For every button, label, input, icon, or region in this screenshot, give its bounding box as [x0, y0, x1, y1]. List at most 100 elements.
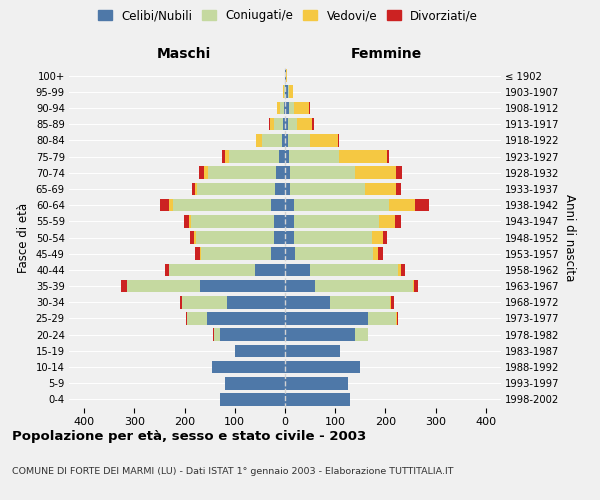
Text: COMUNE DI FORTE DEI MARMI (LU) - Dati ISTAT 1° gennaio 2003 - Elaborazione TUTTI: COMUNE DI FORTE DEI MARMI (LU) - Dati IS… [12, 468, 454, 476]
Bar [127, 280, 200, 292]
Y-axis label: Anni di nascita: Anni di nascita [563, 194, 577, 281]
Bar [290, 182, 365, 195]
Bar [169, 199, 173, 211]
Bar [287, 118, 296, 130]
Bar [401, 264, 404, 276]
Bar [285, 377, 348, 390]
Bar [294, 231, 372, 244]
Bar [395, 312, 397, 325]
Bar [395, 182, 401, 195]
Bar [365, 182, 395, 195]
Bar [121, 280, 127, 292]
Bar [285, 312, 368, 325]
Bar [285, 393, 350, 406]
Bar [397, 312, 398, 325]
Bar [395, 166, 401, 179]
Bar [285, 248, 295, 260]
Bar [415, 199, 428, 211]
Bar [256, 134, 262, 146]
Bar [204, 166, 208, 179]
Bar [184, 215, 188, 228]
Bar [373, 248, 378, 260]
Bar [187, 312, 207, 325]
Bar [271, 248, 285, 260]
Text: Popolazione per età, sesso e stato civile - 2003: Popolazione per età, sesso e stato civil… [12, 430, 366, 443]
Bar [285, 296, 330, 308]
Bar [222, 150, 225, 163]
Bar [192, 182, 194, 195]
Bar [191, 215, 274, 228]
Bar [200, 280, 285, 292]
Bar [188, 215, 191, 228]
Bar [289, 150, 339, 163]
Text: Femmine: Femmine [351, 47, 422, 61]
Bar [225, 150, 229, 163]
Bar [194, 182, 197, 195]
Bar [285, 360, 361, 374]
Bar [220, 393, 285, 406]
Bar [208, 166, 276, 179]
Bar [310, 134, 338, 146]
Bar [285, 280, 315, 292]
Bar [194, 231, 196, 244]
Bar [186, 312, 187, 325]
Bar [274, 118, 283, 130]
Text: Maschi: Maschi [157, 47, 211, 61]
Bar [274, 215, 285, 228]
Bar [285, 70, 286, 82]
Bar [296, 118, 311, 130]
Bar [212, 360, 285, 374]
Bar [214, 328, 220, 341]
Bar [286, 70, 287, 82]
Bar [285, 344, 340, 357]
Bar [280, 102, 284, 114]
Bar [169, 264, 255, 276]
Bar [355, 166, 395, 179]
Bar [368, 312, 395, 325]
Bar [227, 296, 285, 308]
Bar [207, 312, 285, 325]
Bar [294, 102, 309, 114]
Bar [285, 102, 289, 114]
Bar [379, 215, 395, 228]
Bar [378, 248, 383, 260]
Bar [289, 86, 293, 98]
Bar [285, 199, 294, 211]
Bar [197, 182, 275, 195]
Bar [262, 134, 283, 146]
Bar [287, 134, 310, 146]
Bar [413, 280, 414, 292]
Bar [310, 264, 398, 276]
Bar [182, 296, 227, 308]
Bar [285, 264, 310, 276]
Bar [372, 231, 383, 244]
Bar [387, 150, 389, 163]
Bar [194, 248, 200, 260]
Bar [330, 296, 391, 308]
Bar [271, 199, 285, 211]
Bar [285, 328, 355, 341]
Bar [199, 166, 204, 179]
Bar [277, 102, 280, 114]
Bar [285, 118, 287, 130]
Bar [339, 150, 387, 163]
Bar [160, 199, 169, 211]
Bar [274, 231, 285, 244]
Bar [275, 182, 285, 195]
Bar [225, 377, 285, 390]
Bar [271, 118, 274, 130]
Bar [290, 166, 355, 179]
Bar [279, 150, 285, 163]
Bar [391, 296, 394, 308]
Bar [311, 118, 314, 130]
Bar [287, 86, 289, 98]
Bar [173, 199, 271, 211]
Bar [414, 280, 418, 292]
Y-axis label: Fasce di età: Fasce di età [17, 202, 30, 272]
Legend: Celibi/Nubili, Coniugati/e, Vedovi/e, Divorziati/e: Celibi/Nubili, Coniugati/e, Vedovi/e, Di… [94, 6, 482, 26]
Bar [285, 182, 290, 195]
Bar [283, 118, 285, 130]
Bar [179, 296, 182, 308]
Bar [190, 231, 194, 244]
Bar [289, 102, 294, 114]
